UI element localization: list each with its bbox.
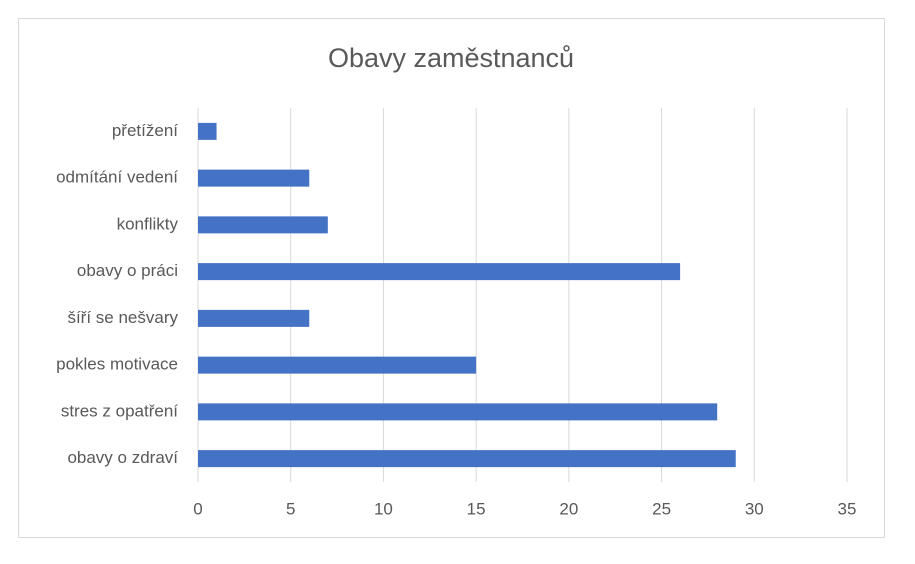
x-tick-label: 25 xyxy=(652,499,671,518)
bar xyxy=(198,356,477,374)
chart-title: Obavy zaměstnanců xyxy=(328,43,574,73)
x-tick-label: 15 xyxy=(467,499,486,518)
bar xyxy=(198,122,217,140)
y-tick-label: stres z opatření xyxy=(61,401,178,420)
bar xyxy=(198,169,310,187)
x-tick-label: 35 xyxy=(838,499,857,518)
y-tick-label: obavy o práci xyxy=(77,261,178,280)
x-tick-label: 10 xyxy=(374,499,393,518)
y-tick-label: konflikty xyxy=(117,214,179,233)
x-tick-label: 30 xyxy=(745,499,764,518)
bar xyxy=(198,450,736,468)
y-tick-label: přetížení xyxy=(112,121,178,140)
x-tick-label: 5 xyxy=(286,499,295,518)
y-tick-label: šíří se nešvary xyxy=(67,308,178,327)
bar xyxy=(198,216,328,234)
bar xyxy=(198,309,310,327)
bar xyxy=(198,403,718,421)
x-tick-label: 0 xyxy=(193,499,202,518)
bar xyxy=(198,263,681,281)
y-tick-label: odmítání vedení xyxy=(56,168,178,187)
x-tick-label: 20 xyxy=(559,499,578,518)
y-tick-label: obavy o zdraví xyxy=(67,448,178,467)
y-tick-label: pokles motivace xyxy=(56,355,178,374)
